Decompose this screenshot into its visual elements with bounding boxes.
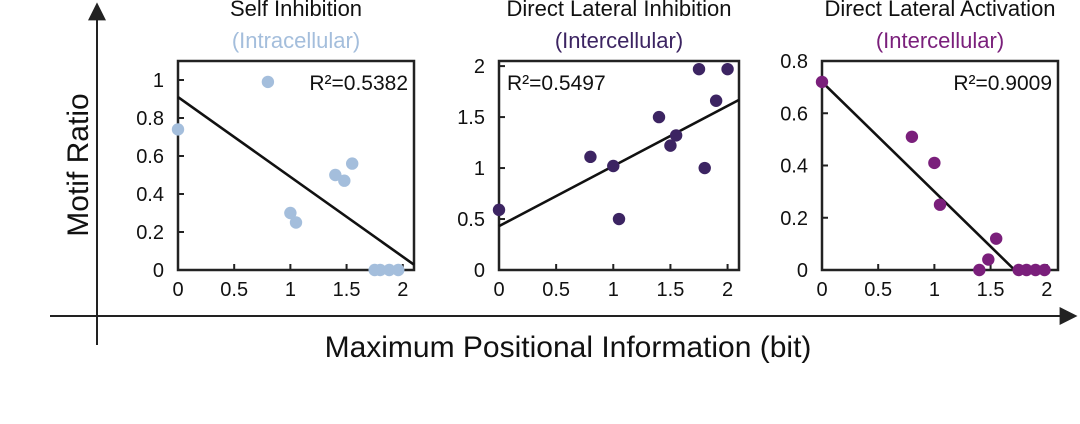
panel-subtitle: (Intercellular)	[555, 28, 683, 53]
y-tick-label: 0.2	[780, 208, 808, 230]
data-point	[815, 75, 829, 89]
panel-subtitle: (Intercellular)	[876, 28, 1004, 53]
data-point	[664, 139, 677, 152]
x-tick-label: 1.5	[333, 279, 361, 301]
data-point	[652, 110, 666, 124]
x-tick-label: 1	[608, 279, 619, 301]
panel-subtitle: (Intracellular)	[232, 28, 360, 53]
data-point	[669, 129, 683, 142]
y-tick-label: 0	[474, 260, 485, 282]
y-tick-label: 0.8	[136, 108, 164, 130]
y-tick-label: 0.4	[136, 184, 164, 206]
x-tick-label: 2	[1041, 279, 1052, 301]
data-point	[973, 263, 986, 277]
data-point	[698, 161, 711, 175]
x-tick-label: 0	[172, 279, 183, 301]
data-point	[928, 156, 941, 170]
x-tick-label: 0.5	[220, 279, 248, 301]
y-tick-label: 0.8	[780, 51, 808, 73]
data-point	[989, 232, 1003, 245]
data-point	[905, 130, 919, 143]
y-tick-label: 1	[474, 158, 485, 180]
data-point	[289, 216, 303, 229]
data-point	[607, 159, 620, 173]
data-point	[933, 198, 947, 211]
x-tick-label: 2	[722, 279, 733, 301]
data-point	[374, 263, 387, 277]
y-tick-label: 0.5	[457, 209, 485, 231]
figure-x-label: Maximum Positional Information (bit)	[325, 331, 812, 364]
y-tick-label: 0.4	[780, 156, 808, 178]
data-point	[612, 212, 626, 226]
x-tick-label: 1.5	[657, 279, 685, 301]
panel-2: Direct Lateral Inhibition (Intercellular)…	[457, 0, 741, 301]
data-point	[1029, 263, 1042, 277]
data-point	[692, 62, 706, 76]
plot-frame	[176, 59, 416, 272]
x-tick-label: 0.5	[542, 279, 570, 301]
data-point	[329, 168, 342, 182]
data-point	[392, 263, 405, 277]
panels-group: Self Inhibition (Intracellular) 0 0.5 1 1.5 2 0…	[136, 0, 1060, 301]
y-tick-label: 2	[474, 56, 485, 78]
panel-title: Direct Lateral Activation	[824, 0, 1055, 21]
y-tick-label: 0.2	[136, 222, 164, 244]
data-point	[261, 75, 275, 89]
data-point	[171, 123, 185, 136]
data-point	[345, 157, 359, 170]
data-point	[338, 174, 351, 187]
data-point	[1020, 263, 1033, 277]
panel-1: Self Inhibition (Intracellular) 0 0.5 1 1.5 2 0…	[136, 0, 416, 301]
y-tick-label: 0	[797, 260, 808, 282]
fit-line	[498, 98, 740, 228]
data-point	[584, 150, 597, 164]
figure-y-label: Motif Ratio	[62, 93, 95, 236]
x-tick-label: 0.5	[864, 279, 892, 301]
x-tick-label: 0	[816, 279, 827, 301]
data-point	[982, 253, 995, 266]
y-tick-label: 0.6	[780, 103, 808, 125]
data-point	[284, 206, 297, 220]
y-tick-label: 0	[153, 260, 164, 282]
y-tick-label: 1.5	[457, 107, 485, 129]
x-tick-label: 0	[493, 279, 504, 301]
y-tick-label: 1	[153, 70, 164, 92]
x-tick-label: 1	[929, 279, 940, 301]
data-point	[1038, 263, 1051, 277]
data-point	[721, 62, 734, 76]
fit-line	[177, 96, 415, 266]
data-point	[709, 94, 723, 107]
panel-title: Self Inhibition	[230, 0, 362, 21]
y-tick-label: 0.6	[136, 146, 164, 168]
x-tick-label: 2	[397, 279, 408, 301]
x-tick-label: 1	[285, 279, 296, 301]
fit-line	[821, 80, 1016, 271]
r-squared-label: R²=0.5382	[309, 72, 408, 95]
data-point	[492, 203, 506, 217]
data-point	[383, 263, 396, 277]
r-squared-label: R²=0.5497	[507, 72, 606, 95]
panel-3: Direct Lateral Activation (Intercellular)…	[780, 0, 1060, 301]
r-squared-label: R²=0.9009	[953, 72, 1052, 95]
panel-title: Direct Lateral Inhibition	[506, 0, 731, 21]
plot-frame	[497, 59, 741, 272]
x-tick-label: 1.5	[977, 279, 1005, 301]
